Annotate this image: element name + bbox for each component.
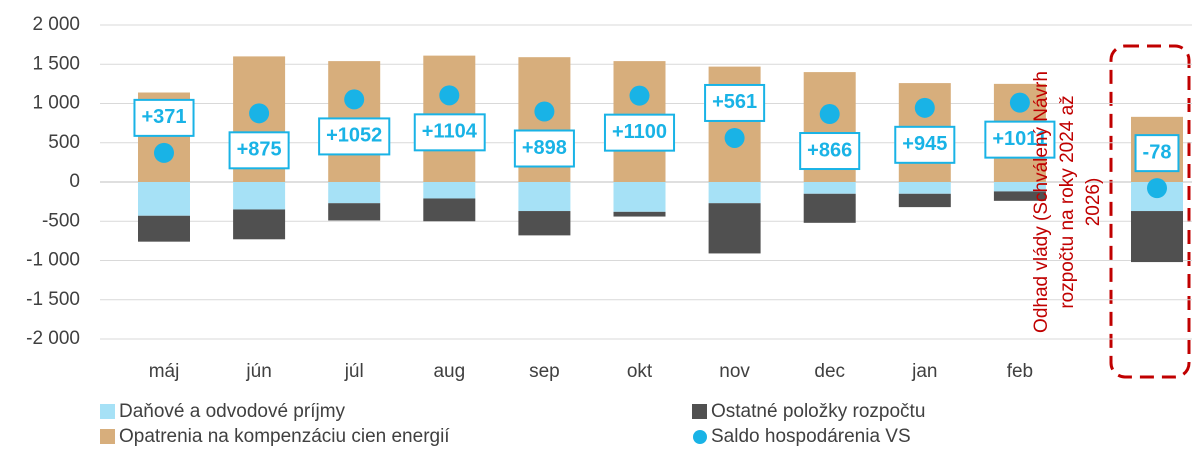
bar	[708, 203, 761, 254]
x-tick-label: feb	[1007, 361, 1033, 382]
bar	[138, 182, 190, 216]
value-label-box	[413, 113, 486, 152]
legend-label: Saldo hospodárenia VS	[711, 426, 911, 447]
bar	[613, 211, 666, 217]
value-label: +1011	[992, 128, 1047, 150]
annotation-line: rozpočtu na roky 2024 až	[1057, 95, 1078, 308]
x-tick-label: nov	[719, 361, 750, 382]
bar	[328, 203, 381, 221]
saldo-dot	[344, 89, 365, 110]
bar	[233, 182, 286, 210]
value-label: +1104	[422, 121, 478, 143]
saldo-dot	[1147, 178, 1167, 199]
legend-label: Opatrenia na kompenzáciu cien energií	[119, 426, 450, 447]
bar	[518, 211, 571, 236]
saldo-dot	[534, 101, 555, 122]
estimate-frame	[1109, 44, 1191, 379]
bar	[613, 182, 666, 212]
legend-label: Ostatné položky rozpočtu	[711, 401, 925, 422]
y-tick-label: -2 000	[26, 328, 80, 349]
y-tick-label: -500	[42, 210, 80, 231]
saldo-dot	[914, 97, 935, 118]
legend-marker	[100, 429, 115, 444]
legend-marker	[692, 404, 707, 419]
bar	[233, 209, 286, 240]
x-tick-label: jan	[911, 361, 937, 382]
x-tick-label: máj	[149, 361, 180, 382]
x-tick-label: okt	[627, 361, 653, 382]
legend-marker	[693, 430, 707, 444]
legend-label: Daňové a odvodové príjmy	[119, 401, 346, 422]
value-label-box	[1134, 134, 1180, 173]
value-label-box	[133, 98, 195, 137]
bar	[898, 182, 951, 194]
y-tick-label: 0	[69, 171, 80, 192]
value-label: +1100	[612, 121, 667, 143]
saldo-dot	[249, 103, 270, 124]
y-tick-label: 500	[48, 132, 80, 153]
x-tick-label: júl	[344, 361, 364, 382]
x-tick-label: jún	[245, 361, 271, 382]
y-tick-label: 1 500	[32, 53, 80, 74]
bar	[898, 193, 951, 208]
value-label: -78	[1143, 141, 1172, 163]
value-label: +1052	[326, 125, 382, 147]
bar	[423, 198, 476, 222]
bar	[708, 182, 761, 204]
y-tick-label: -1 000	[26, 250, 80, 271]
value-label-box	[603, 113, 676, 152]
saldo-dot	[724, 127, 745, 148]
annotation-line: Odhad vlády (Schválený Návrh	[1031, 71, 1052, 333]
y-tick-label: 1 000	[32, 93, 80, 114]
value-label: +945	[902, 133, 947, 155]
saldo-dot	[439, 85, 460, 106]
bar	[423, 182, 476, 199]
saldo-dot	[629, 85, 650, 106]
legend-marker	[100, 404, 115, 419]
bar	[518, 182, 571, 212]
value-label: +875	[237, 139, 282, 161]
value-label-box	[984, 120, 1056, 159]
x-tick-label: aug	[433, 361, 465, 382]
value-label-box	[894, 125, 956, 164]
bar	[993, 191, 1046, 201]
value-label-box	[704, 83, 766, 122]
value-label-box	[228, 131, 290, 170]
value-label-box	[513, 129, 575, 168]
value-label: +371	[141, 106, 186, 128]
saldo-dot	[1009, 92, 1030, 113]
saldo-dot	[819, 104, 840, 125]
bar	[803, 193, 856, 223]
value-label: +898	[522, 137, 567, 159]
bar	[1131, 211, 1183, 263]
x-tick-label: sep	[529, 361, 560, 382]
value-label-box	[799, 132, 861, 171]
value-label: +866	[807, 139, 852, 161]
bar	[138, 215, 190, 242]
value-label: +561	[712, 91, 757, 113]
x-tick-label: dec	[814, 361, 845, 382]
bar	[993, 182, 1046, 192]
y-tick-label: -1 500	[26, 289, 80, 310]
annotation-line: 2026)	[1083, 178, 1104, 227]
saldo-dot	[154, 142, 174, 163]
bar	[328, 182, 381, 204]
y-tick-label: 2 000	[32, 14, 80, 35]
bar	[803, 182, 856, 194]
bar	[708, 66, 761, 182]
value-label-box	[318, 117, 391, 156]
annotation: Odhad vlády (Schválený Návrh rozpočtu na …	[1031, 71, 1104, 333]
